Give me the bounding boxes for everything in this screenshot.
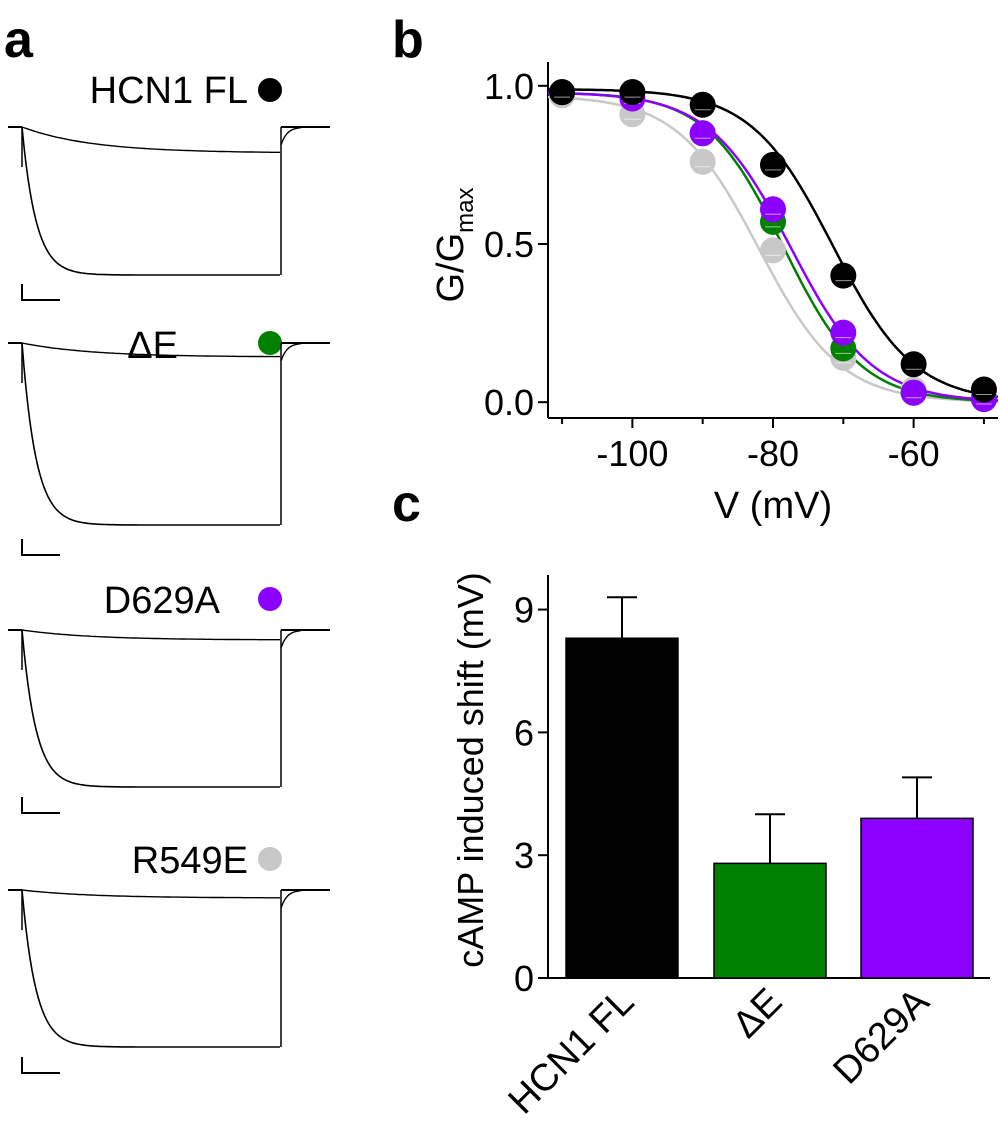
data-point-3-4	[830, 262, 857, 289]
trace-tail-current	[280, 126, 302, 146]
y-tick-label: 0.5	[484, 224, 534, 265]
bar-1	[713, 862, 827, 979]
trace-tail-current	[280, 889, 302, 909]
legend-label-3: R549E	[132, 840, 248, 882]
x-tick-label: -60	[888, 433, 940, 474]
scale-bar	[21, 284, 60, 301]
trace-small-current	[21, 342, 280, 358]
x-axis-label: V (mV)	[714, 485, 832, 527]
data-point-0-3	[760, 237, 786, 264]
activation-curve-chart: 0.0 0.5 1.0 -100 -80 -60 V (mV) G/Gmax	[430, 62, 999, 527]
trace-small-current	[21, 629, 280, 641]
data-point-3-2	[689, 91, 716, 118]
trace-large-current	[21, 629, 280, 788]
data-point-2-2	[689, 120, 716, 147]
data-point-3-5	[900, 351, 927, 378]
trace-tail-current	[280, 342, 302, 362]
data-point-2-4	[830, 319, 857, 346]
legend-dot-1	[258, 331, 282, 355]
data-point-3-3	[760, 151, 786, 178]
bar-y-axis-label: cAMP induced shift (mV)	[450, 572, 491, 967]
bar-y-tick-label: 0	[514, 958, 534, 999]
bar-y-tick-label: 6	[514, 712, 534, 753]
panel-c-letter: c	[392, 475, 421, 533]
bar-category-label-0: HCN1 FL	[501, 981, 643, 1123]
bar-y-tick-label: 9	[514, 590, 534, 631]
trace-large-current	[21, 342, 280, 526]
current-traces-panel: HCN1 FL ΔE D629A R549E	[8, 70, 330, 1074]
legend-label-2: D629A	[104, 580, 221, 622]
data-point-2-5	[900, 379, 927, 406]
bar-y-tick-label: 3	[514, 835, 534, 876]
trace-large-current	[21, 889, 280, 1048]
trace-small-current	[21, 126, 280, 153]
legend-dot-3	[258, 847, 282, 871]
y-tick-label: 1.0	[484, 66, 534, 107]
data-point-3-1	[619, 79, 646, 106]
bar-category-label-1: ΔE	[725, 981, 791, 1047]
y-tick-label: 0.0	[484, 382, 534, 423]
data-point-0-2	[689, 148, 716, 175]
bar-category-label-2: D629A	[825, 980, 937, 1092]
trace-small-current	[21, 889, 280, 899]
scale-bar	[21, 797, 60, 814]
y-axis-label: G/Gmax	[430, 187, 479, 302]
scale-bar	[21, 1057, 60, 1074]
trace-large-current	[21, 126, 280, 276]
data-point-3-6	[970, 376, 997, 403]
scale-bar	[21, 539, 60, 556]
legend-label-1: ΔE	[127, 325, 178, 367]
legend-dot-2	[258, 587, 282, 611]
panel-b-letter: b	[392, 11, 424, 69]
data-point-2-3	[760, 196, 786, 223]
bar-2	[860, 817, 974, 979]
panel-a-letter: a	[4, 11, 33, 69]
legend-dot-0	[258, 78, 282, 102]
x-tick-label: -80	[747, 433, 799, 474]
data-point-3-0	[549, 79, 576, 106]
x-tick-label: -100	[596, 433, 668, 474]
legend-label-0: HCN1 FL	[90, 70, 248, 112]
trace-tail-current	[280, 629, 302, 649]
bar-0	[565, 637, 679, 979]
